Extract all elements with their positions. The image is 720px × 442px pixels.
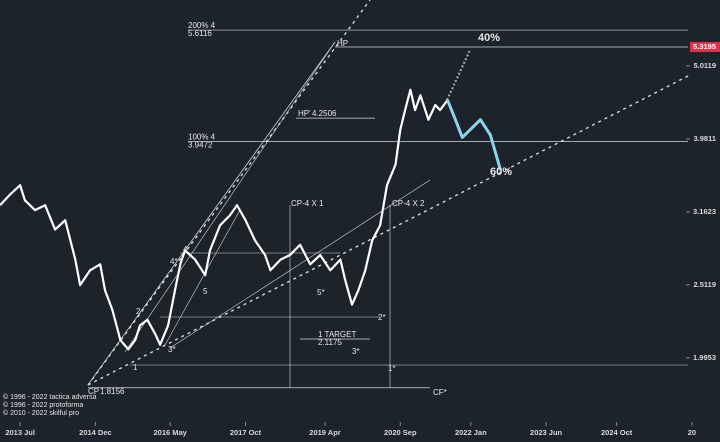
level-value: 4.2506	[312, 109, 337, 118]
copyright: © 1996 - 2022 tactica adversa	[3, 393, 97, 401]
level-label: 100% 4	[188, 133, 216, 142]
annotation: CP-4 X 2	[392, 199, 425, 208]
x-tick-label: 2022 Jan	[455, 428, 487, 437]
y-tick-label: 3.9811	[693, 134, 716, 143]
annotation: 5*	[317, 288, 325, 297]
annotation: 5	[203, 287, 208, 296]
projection-line	[446, 99, 502, 171]
x-tick-label: 2024 Oct	[601, 428, 633, 437]
level-value: 3.9472	[188, 141, 213, 150]
projection-arrow	[446, 49, 471, 101]
level-label: 200% 4	[188, 21, 216, 30]
y-tick-label: 5.0119	[693, 61, 716, 70]
trendline	[169, 179, 431, 349]
annotation: 1*	[388, 364, 396, 373]
price-line	[0, 88, 449, 351]
x-tick-label: 20	[688, 428, 696, 437]
annotation: 2	[136, 307, 141, 316]
trendline	[124, 41, 336, 353]
copyright: © 1996 - 2022 protoforma	[3, 401, 83, 409]
y-tick-label: 2.5119	[693, 280, 716, 289]
last-price-box	[690, 42, 720, 53]
annotation: CP-4 X 1	[291, 199, 324, 208]
level-value: 5.6116	[188, 29, 212, 38]
annotation: 60%	[490, 166, 512, 178]
annotation: 3*	[352, 347, 360, 356]
trendline	[164, 209, 241, 346]
annotation: 4*	[170, 257, 178, 266]
last-price-label: 5.3195	[693, 42, 716, 51]
trendline	[87, 0, 371, 386]
annotation: 40%	[478, 32, 500, 44]
x-tick-label: 2017 Oct	[230, 428, 262, 437]
copyright: © 2010 - 2022 skilful pro	[3, 409, 79, 417]
annotation: 2*	[378, 313, 386, 322]
level-value: 1.8156	[100, 387, 125, 396]
x-tick-label: 2014 Dec	[79, 428, 112, 437]
level-label: 1 TARGET	[318, 330, 356, 339]
x-tick-label: 2023 Jun	[530, 428, 563, 437]
trendline	[87, 74, 691, 386]
annotation: 3*	[168, 345, 176, 354]
annotation: 4	[183, 245, 188, 254]
level-value: 2.1175	[318, 338, 342, 347]
y-tick-label: 1.9953	[693, 353, 716, 362]
annotation: 1	[133, 363, 138, 372]
level-label: HP'	[298, 109, 311, 118]
annotation: HP	[337, 39, 348, 48]
trendline	[89, 41, 336, 383]
trendlines	[87, 0, 691, 388]
annotation: CF*	[433, 388, 447, 397]
x-tick-label: 2019 Apr	[309, 428, 340, 437]
level-label: CP	[88, 387, 99, 396]
y-tick-label: 3.1623	[693, 207, 716, 216]
x-tick-label: 2013 Jul	[5, 428, 35, 437]
x-tick-label: 2020 Sep	[384, 428, 417, 437]
x-tick-label: 2016 May	[154, 428, 188, 437]
